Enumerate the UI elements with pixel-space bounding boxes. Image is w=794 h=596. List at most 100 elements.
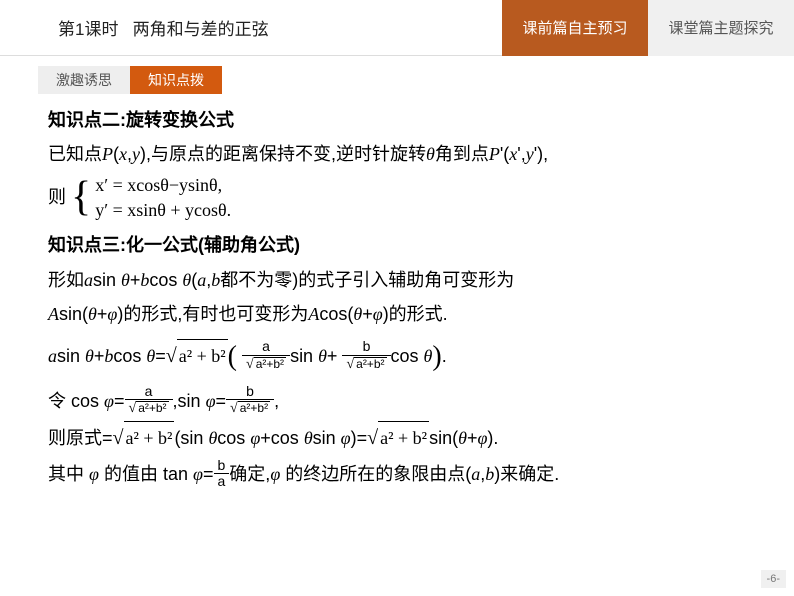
top-bar: 第1课时 两角和与差的正弦 课前篇自主预习 课堂篇主题探究 <box>0 0 794 56</box>
t: = <box>114 391 125 411</box>
frac-ba: ba <box>214 458 230 490</box>
t: sin <box>313 428 341 448</box>
subtab-keypoints[interactable]: 知识点拨 <box>130 66 222 94</box>
v: θ <box>318 346 327 366</box>
eq1: x′ = xcosθ−ysinθ, <box>95 175 222 195</box>
v: φ <box>477 428 487 448</box>
t: , <box>274 391 279 411</box>
t: ,sin <box>173 391 206 411</box>
v: a <box>84 270 93 290</box>
brace-block: { x′ = xcosθ−ysinθ, y′ = xsinθ + ycosθ. <box>71 173 231 223</box>
v: φ <box>206 391 216 411</box>
t: + <box>362 304 373 324</box>
t: )来确定. <box>494 464 559 484</box>
t: cos <box>391 346 424 366</box>
v: θ <box>146 346 155 366</box>
t: ),与原点的距离保持不变,逆时针旋转 <box>140 144 426 164</box>
lesson-title: 第1课时 两角和与差的正弦 <box>0 15 502 40</box>
t: cos( <box>319 304 353 324</box>
eq2: y′ = xsinθ + ycosθ. <box>95 200 231 220</box>
v: φ <box>250 428 260 448</box>
kp2-equation-block: 则 { x′ = xcosθ−ysinθ, y′ = xsinθ + ycosθ… <box>48 173 756 223</box>
left-brace: { <box>71 178 91 218</box>
t: )的形式. <box>383 304 448 324</box>
t: sin <box>93 270 121 290</box>
v: a <box>471 464 480 484</box>
kp2-heading: 知识点二:旋转变换公式 <box>48 104 756 136</box>
v: φ <box>104 391 114 411</box>
kp3-line3: asin θ+bcos θ=√a² + b²( a√a²+b²sin θ+ b√… <box>48 332 756 382</box>
t: = <box>203 464 214 484</box>
var-theta: θ <box>426 144 435 164</box>
t: cos <box>149 270 182 290</box>
frac-b2: b√a²+b² <box>226 384 274 417</box>
v: θ <box>208 428 217 448</box>
lparen: ( <box>228 341 237 372</box>
t: 确定, <box>229 464 270 484</box>
t: ', <box>517 144 525 164</box>
sqrt1: √a² + b² <box>166 346 228 366</box>
t: = <box>155 346 166 366</box>
var-P: P <box>102 144 113 164</box>
v: A <box>308 304 319 324</box>
rparen: ) <box>432 341 441 372</box>
t: cos <box>217 428 250 448</box>
brace-lines: x′ = xcosθ−ysinθ, y′ = xsinθ + ycosθ. <box>95 173 231 223</box>
kp2-text: 已知点P(x,y),与原点的距离保持不变,逆时针旋转θ角到点P'(x',y'), <box>48 138 756 170</box>
t: 则原式= <box>48 428 113 448</box>
content-body: 知识点二:旋转变换公式 已知点P(x,y),与原点的距离保持不变,逆时针旋转θ角… <box>0 94 794 492</box>
t: )的形式,有时也可变形为 <box>117 304 308 324</box>
v: θ <box>121 270 130 290</box>
sqrt2: √a² + b² <box>113 428 175 448</box>
v: θ <box>88 304 97 324</box>
v: φ <box>373 304 383 324</box>
t: '( <box>500 144 509 164</box>
t: sin( <box>59 304 88 324</box>
v: θ <box>458 428 467 448</box>
t: 令 cos <box>48 391 104 411</box>
v: φ <box>341 428 351 448</box>
t: 角到点 <box>435 144 489 164</box>
v: b <box>211 270 220 290</box>
t: 形如 <box>48 270 84 290</box>
frac-b: b√a²+b² <box>342 339 390 372</box>
lesson-name: 两角和与差的正弦 <box>133 20 269 39</box>
tab-explore[interactable]: 课堂篇主题探究 <box>648 0 794 56</box>
t: ). <box>487 428 498 448</box>
subtab-row: 激趣诱思 知识点拨 <box>38 66 794 94</box>
kp3-line2: Asin(θ+φ)的形式,有时也可变形为Acos(θ+φ)的形式. <box>48 298 756 330</box>
t: +cos <box>260 428 304 448</box>
kp3-heading: 知识点三:化一公式(辅助角公式) <box>48 229 756 261</box>
t: cos <box>113 346 146 366</box>
v: φ <box>193 464 203 484</box>
kp3-line1: 形如asin θ+bcos θ(a,b都不为零)的式子引入辅助角可变形为 <box>48 264 756 296</box>
t: )= <box>351 428 368 448</box>
frac-a2: a√a²+b² <box>125 384 173 417</box>
t: sin <box>290 346 318 366</box>
v: A <box>48 304 59 324</box>
t: + <box>467 428 478 448</box>
v: a <box>197 270 206 290</box>
t: . <box>442 346 447 366</box>
t: 都不为零)的式子引入辅助角可变形为 <box>220 270 514 290</box>
lesson-num: 第1课时 <box>58 20 118 39</box>
tab-preview[interactable]: 课前篇自主预习 <box>502 0 648 56</box>
t: 已知点 <box>48 144 102 164</box>
frac-a: a√a²+b² <box>242 339 290 372</box>
t: 的终边所在的象限由点( <box>280 464 471 484</box>
t: sin <box>57 346 85 366</box>
t: = <box>216 391 227 411</box>
var-x: x <box>119 144 127 164</box>
v: a <box>48 346 57 366</box>
var-yp: y <box>526 144 534 164</box>
v: θ <box>353 304 362 324</box>
ze: 则 <box>48 187 66 207</box>
t: + <box>327 346 338 366</box>
t: sin( <box>429 428 458 448</box>
v: φ <box>89 464 99 484</box>
v: φ <box>107 304 117 324</box>
t: 的值由 tan <box>99 464 193 484</box>
v: φ <box>270 464 280 484</box>
subtab-intro[interactable]: 激趣诱思 <box>38 66 130 94</box>
kp3-line4: 令 cos φ=a√a²+b²,sin φ=b√a²+b², <box>48 385 756 419</box>
